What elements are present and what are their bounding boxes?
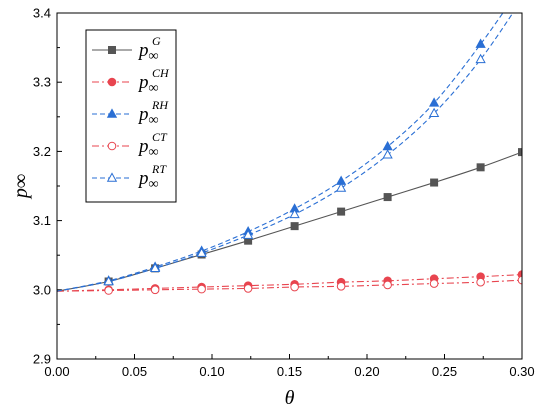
y-tick-label: 3.1 (33, 213, 51, 228)
data-point-rt (242, 229, 254, 239)
data-point-rt (382, 149, 393, 159)
legend-series-name: CH (152, 66, 170, 80)
y-tick-label: 3.0 (33, 282, 51, 297)
legend-marker (108, 46, 116, 54)
data-point-g (476, 163, 485, 172)
x-axis-ticks: 0.00 0.05 0.10 0.15 0.20 0.25 0.30 (44, 354, 535, 379)
x-tick-label: 0.20 (354, 364, 379, 379)
x-tick-label: 0.25 (432, 364, 457, 379)
data-point-g (518, 148, 522, 157)
legend-item-g: p∞G (92, 34, 161, 64)
data-point-rt (196, 247, 207, 257)
legend-label: p∞CT (137, 130, 168, 160)
y-axis-ticks: 2.9 3.0 3.1 3.2 3.3 3.4 (33, 6, 62, 367)
legend-item-ch: p∞CH (92, 66, 170, 96)
data-point-ct (429, 279, 439, 288)
legend-marker (106, 108, 118, 118)
data-point-ct (517, 275, 522, 285)
x-tick-label: 0.00 (44, 364, 69, 379)
series-line-ct (57, 279, 522, 292)
legend-series-name: RT (151, 162, 167, 176)
data-point-rt (289, 208, 300, 219)
data-point-ct (383, 280, 392, 290)
data-point-g (337, 207, 346, 216)
x-tick-label: 0.30 (509, 364, 534, 379)
legend-item-ct: p∞CT (92, 130, 168, 160)
y-tick-label: 3.2 (33, 144, 51, 159)
data-point-ct (104, 286, 113, 295)
y-tick-label: 2.9 (33, 352, 51, 367)
data-point-rh (475, 38, 486, 48)
legend-box (85, 29, 177, 203)
y-tick-label: 3.3 (33, 75, 51, 90)
legend-label: p∞G (137, 34, 161, 64)
data-point-ct (336, 282, 346, 291)
data-point-rt (428, 107, 440, 118)
legend-label: p∞RH (137, 98, 169, 128)
legend-item-rh: p∞RH (92, 98, 169, 128)
series-line-ch (57, 274, 522, 292)
legend-series-name: RH (151, 98, 169, 112)
data-point-ct (197, 284, 206, 294)
legend-series-name: CT (152, 130, 168, 144)
data-point-ct (476, 277, 485, 287)
legend-marker (106, 172, 118, 182)
x-tick-label: 0.10 (199, 364, 224, 379)
data-point-ct (243, 284, 253, 293)
x-tick-label: 0.15 (277, 364, 302, 379)
legend: p∞Gp∞CHp∞RHp∞CTp∞RT (85, 29, 177, 203)
y-axis-label: p∞ (10, 174, 32, 200)
x-axis-label: θ (285, 387, 295, 409)
legend-series-name: G (152, 34, 161, 48)
legend-item-rt: p∞RT (92, 162, 167, 192)
data-point-rt (149, 262, 161, 273)
data-point-ct (290, 282, 299, 292)
series-rt (57, 0, 527, 292)
data-point-rh (382, 140, 393, 151)
data-point-rt (518, 0, 527, 2)
data-point-rt (335, 182, 347, 192)
plot-frame (56, 12, 523, 360)
data-point-rt (475, 53, 486, 64)
data-point-g (290, 222, 299, 231)
legend-marker (107, 141, 117, 151)
data-point-ct (150, 285, 160, 295)
series-ct (57, 275, 522, 295)
y-tick-label: 3.4 (33, 6, 51, 21)
data-point-rh (428, 97, 440, 107)
plot-series (57, 0, 527, 295)
data-point-g (383, 193, 392, 202)
legend-marker (107, 77, 117, 87)
legend-label: p∞CH (137, 66, 170, 96)
data-point-rt (103, 275, 114, 286)
legend-label: p∞RT (137, 162, 167, 192)
x-tick-label: 0.05 (122, 364, 147, 379)
data-point-g (430, 178, 439, 187)
